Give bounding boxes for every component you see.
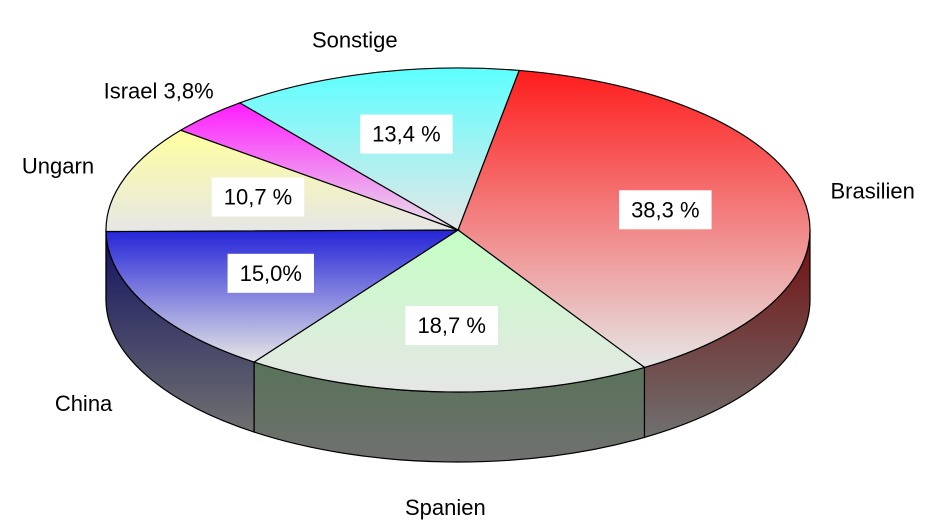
value-label-box	[405, 305, 498, 345]
value-label-box	[211, 177, 305, 217]
value-label-box	[619, 190, 712, 230]
value-label-box	[360, 114, 453, 154]
value-label: 18,7 %	[417, 313, 486, 338]
category-label: Brasilien	[830, 179, 914, 204]
category-label: Ungarn	[22, 153, 94, 178]
category-label: Spanien	[405, 495, 486, 520]
value-label-box	[227, 253, 314, 293]
category-label: China	[55, 391, 113, 416]
value-label: 38,3 %	[631, 197, 700, 222]
value-label: 15,0%	[240, 261, 302, 286]
slice	[105, 229, 461, 363]
value-label: 13,4 %	[372, 122, 441, 147]
category-label: Sonstige	[312, 27, 398, 52]
category-label: Israel 3,8%	[104, 79, 214, 104]
value-label: 10,7 %	[224, 185, 293, 210]
